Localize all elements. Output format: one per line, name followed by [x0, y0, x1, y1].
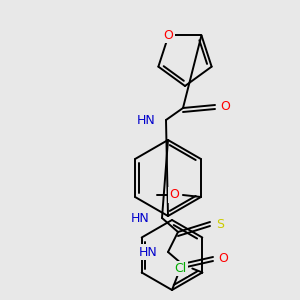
Text: O: O	[218, 253, 228, 266]
Text: HN: HN	[139, 245, 158, 259]
Text: O: O	[164, 29, 173, 42]
Text: HN: HN	[131, 212, 150, 224]
Text: S: S	[216, 218, 224, 230]
Text: O: O	[220, 100, 230, 113]
Text: HN: HN	[137, 113, 156, 127]
Text: Cl: Cl	[174, 262, 186, 275]
Text: O: O	[169, 188, 179, 202]
